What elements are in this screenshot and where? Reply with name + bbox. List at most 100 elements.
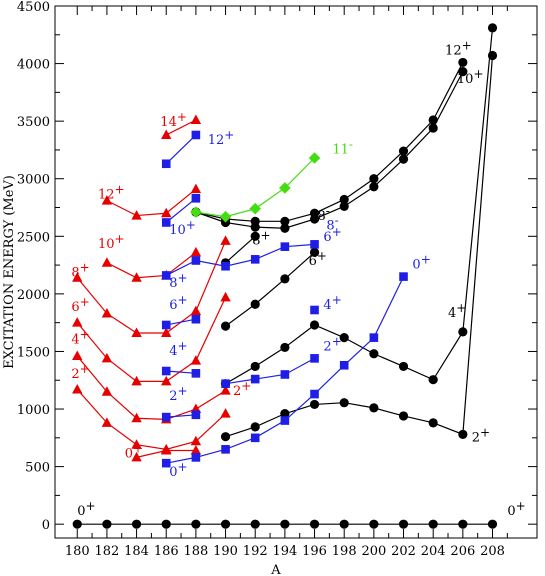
data-point [458, 67, 468, 77]
state-label: 12+ [208, 128, 235, 148]
data-point [369, 333, 379, 342]
data-point [250, 519, 260, 529]
data-point [220, 235, 231, 245]
data-point [161, 218, 171, 227]
x-tick-label: 182 [94, 544, 119, 559]
series-line [76, 297, 227, 382]
x-tick-label: 186 [154, 544, 179, 559]
x-tick-label: 202 [391, 544, 416, 559]
data-point [220, 432, 231, 442]
state-label: 2+ [233, 379, 251, 399]
data-point [280, 370, 290, 379]
data-point [309, 208, 320, 218]
state-label: 0+ [77, 499, 95, 519]
data-point [487, 519, 498, 529]
data-point [369, 174, 379, 184]
data-point [369, 519, 379, 529]
data-point [131, 210, 142, 220]
data-point [72, 317, 83, 327]
data-point [458, 327, 468, 337]
series-line [225, 251, 315, 327]
data-point [131, 439, 142, 449]
data-point [161, 320, 171, 330]
data-point [191, 410, 201, 420]
series-line [106, 251, 197, 279]
data-point [309, 320, 320, 330]
data-point [250, 361, 260, 372]
data-point [339, 519, 349, 529]
data-point [309, 399, 320, 410]
state-label: 10+ [169, 218, 196, 238]
state-label: 10+ [98, 232, 125, 252]
data-point [191, 130, 201, 140]
data-point [250, 255, 260, 264]
x-tick-label: 194 [272, 544, 297, 559]
series-line [165, 243, 315, 276]
x-tick-label: 206 [450, 544, 475, 559]
x-tick-label: 198 [332, 544, 357, 559]
series-line [195, 62, 464, 222]
data-point [191, 369, 201, 378]
state-label: 2+ [323, 334, 341, 354]
state-label: 10+ [457, 67, 484, 87]
state-label: 8- [326, 213, 338, 233]
x-tick-label: 200 [361, 544, 386, 559]
data-point [131, 327, 142, 338]
data-point [190, 183, 202, 194]
data-point [220, 321, 231, 331]
y-tick-label: 3000 [17, 173, 50, 188]
state-label: 2+ [71, 362, 89, 382]
data-point [221, 445, 230, 454]
series-line [166, 318, 197, 326]
y-tick-label: 4500 [17, 0, 50, 15]
y-tick-label: 3500 [17, 115, 50, 130]
data-point [161, 375, 172, 386]
data-point [279, 182, 291, 194]
series-line [225, 357, 315, 385]
state-label: 0+ [507, 499, 525, 519]
state-label: 8+ [169, 271, 187, 291]
data-point [280, 416, 290, 425]
data-point [428, 115, 438, 125]
data-point [221, 379, 230, 388]
y-tick-label: 1500 [17, 345, 50, 360]
data-point [428, 375, 438, 385]
y-tick-label: 0 [42, 518, 50, 533]
y-tick-label: 500 [25, 461, 50, 476]
state-label: 6+ [169, 293, 187, 313]
data-point [458, 57, 468, 68]
data-point [398, 519, 409, 529]
data-point [398, 154, 409, 164]
data-point [249, 202, 262, 215]
data-point [191, 519, 201, 529]
data-point [280, 242, 290, 251]
data-point [190, 114, 202, 124]
data-point [131, 519, 142, 529]
data-point [250, 374, 260, 384]
x-tick-label: 188 [183, 544, 208, 559]
state-label: 4+ [448, 301, 466, 321]
series-group [72, 23, 498, 529]
data-point [221, 261, 230, 271]
data-point [487, 23, 498, 33]
data-point [131, 375, 142, 386]
x-tick-label: 196 [302, 544, 327, 559]
data-point [339, 333, 349, 343]
data-point [280, 223, 290, 233]
data-point [161, 412, 171, 422]
series-line [225, 27, 494, 385]
series-line [165, 119, 197, 136]
x-axis-title: A [270, 563, 281, 576]
data-point [220, 408, 231, 418]
state-label: 12+ [98, 182, 125, 202]
data-point [161, 327, 172, 338]
y-axis-title: EXCITATION ENERGY (MeV) [2, 175, 17, 369]
data-point [161, 444, 172, 455]
state-label: 8- [318, 204, 330, 224]
data-point [369, 349, 379, 359]
state-label: 0+ [169, 460, 187, 480]
data-point [161, 458, 171, 468]
data-point [72, 519, 82, 529]
data-point [250, 299, 260, 309]
data-point [309, 247, 320, 258]
